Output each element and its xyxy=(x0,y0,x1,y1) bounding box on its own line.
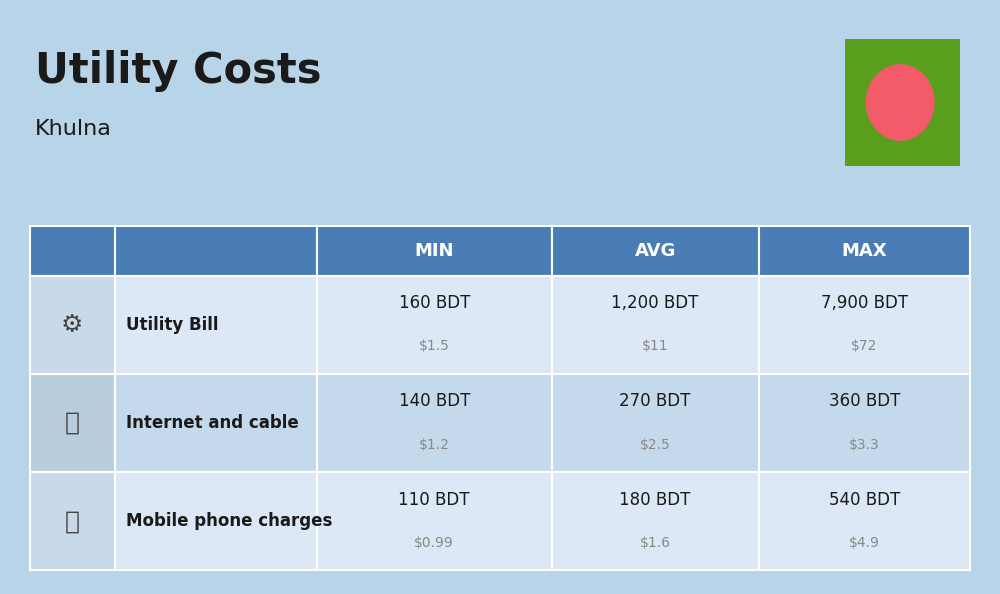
Text: Utility Costs: Utility Costs xyxy=(35,50,322,93)
Text: $3.3: $3.3 xyxy=(849,438,880,451)
FancyBboxPatch shape xyxy=(552,472,759,570)
Text: 360 BDT: 360 BDT xyxy=(829,393,900,410)
Text: MAX: MAX xyxy=(841,242,887,260)
FancyBboxPatch shape xyxy=(552,276,759,374)
FancyBboxPatch shape xyxy=(115,276,317,374)
Text: 140 BDT: 140 BDT xyxy=(399,393,470,410)
Ellipse shape xyxy=(866,64,935,141)
Text: $0.99: $0.99 xyxy=(414,536,454,550)
FancyBboxPatch shape xyxy=(115,226,317,276)
Text: ⚙: ⚙ xyxy=(61,313,83,337)
FancyBboxPatch shape xyxy=(30,226,115,276)
Text: 📶: 📶 xyxy=(65,411,80,435)
Text: 270 BDT: 270 BDT xyxy=(619,393,691,410)
FancyBboxPatch shape xyxy=(845,39,960,166)
Text: 180 BDT: 180 BDT xyxy=(619,491,691,508)
Text: $2.5: $2.5 xyxy=(640,438,670,451)
Text: Mobile phone charges: Mobile phone charges xyxy=(126,512,332,530)
Text: $4.9: $4.9 xyxy=(849,536,880,550)
Text: 1,200 BDT: 1,200 BDT xyxy=(611,294,699,312)
FancyBboxPatch shape xyxy=(759,226,970,276)
Text: 540 BDT: 540 BDT xyxy=(829,491,900,508)
Text: 110 BDT: 110 BDT xyxy=(398,491,470,508)
FancyBboxPatch shape xyxy=(30,374,115,472)
Text: AVG: AVG xyxy=(634,242,676,260)
Text: Internet and cable: Internet and cable xyxy=(126,414,299,432)
Text: $1.5: $1.5 xyxy=(419,339,450,353)
FancyBboxPatch shape xyxy=(317,472,552,570)
FancyBboxPatch shape xyxy=(552,374,759,472)
FancyBboxPatch shape xyxy=(317,276,552,374)
Text: 7,900 BDT: 7,900 BDT xyxy=(821,294,908,312)
FancyBboxPatch shape xyxy=(759,472,970,570)
Text: $11: $11 xyxy=(642,339,668,353)
FancyBboxPatch shape xyxy=(552,226,759,276)
Text: $72: $72 xyxy=(851,339,877,353)
Text: 📱: 📱 xyxy=(65,509,80,533)
Text: $1.6: $1.6 xyxy=(640,536,671,550)
Text: 160 BDT: 160 BDT xyxy=(399,294,470,312)
FancyBboxPatch shape xyxy=(317,374,552,472)
Text: MIN: MIN xyxy=(414,242,454,260)
Text: $1.2: $1.2 xyxy=(419,438,450,451)
Text: Khulna: Khulna xyxy=(35,119,112,139)
FancyBboxPatch shape xyxy=(30,472,115,570)
FancyBboxPatch shape xyxy=(115,374,317,472)
FancyBboxPatch shape xyxy=(115,472,317,570)
Text: Utility Bill: Utility Bill xyxy=(126,316,218,334)
FancyBboxPatch shape xyxy=(759,276,970,374)
FancyBboxPatch shape xyxy=(317,226,552,276)
FancyBboxPatch shape xyxy=(759,374,970,472)
FancyBboxPatch shape xyxy=(30,276,115,374)
